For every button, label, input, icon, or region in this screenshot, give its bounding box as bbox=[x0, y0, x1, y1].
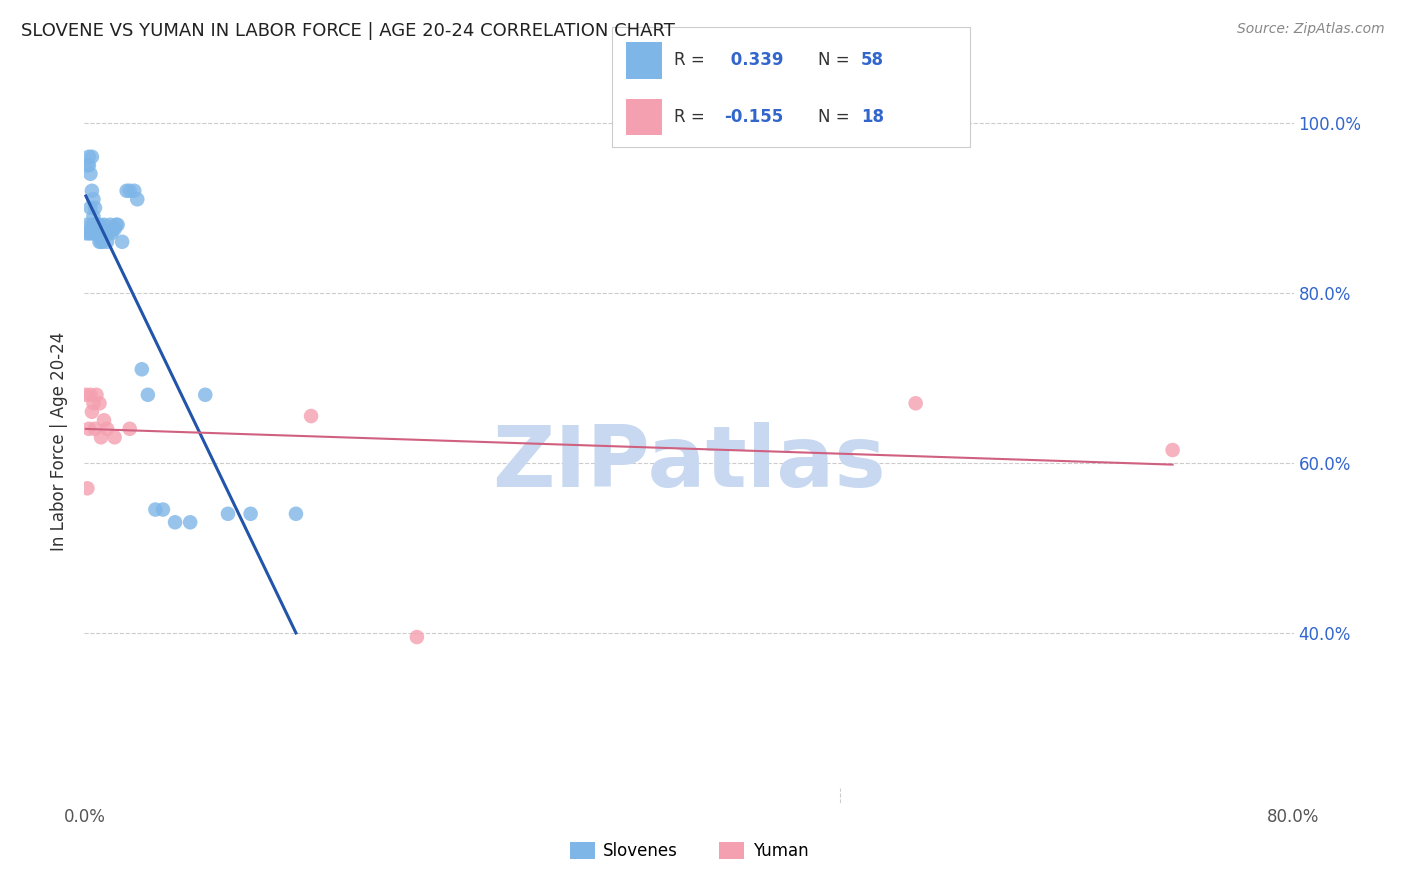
Point bbox=[96, 422, 118, 436]
Text: R =: R = bbox=[675, 108, 710, 126]
Point bbox=[82, 209, 104, 223]
Text: R =: R = bbox=[675, 52, 710, 70]
Point bbox=[131, 362, 153, 376]
Point bbox=[96, 227, 118, 241]
Point bbox=[76, 481, 98, 495]
Point bbox=[80, 405, 103, 419]
Point bbox=[76, 218, 98, 232]
Point bbox=[98, 218, 121, 232]
Point bbox=[152, 502, 174, 516]
Text: 0.339: 0.339 bbox=[724, 52, 783, 70]
Point bbox=[94, 227, 117, 241]
Point bbox=[82, 227, 104, 241]
Point bbox=[86, 218, 108, 232]
Point bbox=[87, 227, 110, 241]
Point bbox=[90, 235, 112, 249]
Point bbox=[84, 218, 107, 232]
Point bbox=[84, 422, 107, 436]
Point bbox=[101, 222, 124, 236]
Text: 58: 58 bbox=[860, 52, 884, 70]
Point bbox=[89, 235, 111, 249]
Point bbox=[97, 227, 120, 241]
Point bbox=[89, 218, 111, 232]
Point bbox=[107, 218, 129, 232]
Point bbox=[115, 184, 138, 198]
Point bbox=[76, 158, 98, 172]
Point bbox=[179, 516, 201, 530]
Point bbox=[77, 422, 100, 436]
Point bbox=[122, 184, 145, 198]
FancyBboxPatch shape bbox=[626, 43, 662, 78]
Point bbox=[104, 430, 127, 444]
Text: ZIPatlas: ZIPatlas bbox=[492, 422, 886, 505]
Point bbox=[89, 396, 111, 410]
Point bbox=[93, 227, 115, 241]
Text: N =: N = bbox=[818, 108, 855, 126]
Text: SLOVENE VS YUMAN IN LABOR FORCE | AGE 20-24 CORRELATION CHART: SLOVENE VS YUMAN IN LABOR FORCE | AGE 20… bbox=[21, 22, 675, 40]
Point bbox=[77, 227, 100, 241]
Point bbox=[75, 388, 97, 402]
Point bbox=[127, 192, 149, 206]
Point bbox=[82, 218, 104, 232]
Point bbox=[1161, 443, 1184, 458]
Point bbox=[82, 192, 104, 206]
Point bbox=[285, 507, 308, 521]
Point bbox=[79, 388, 101, 402]
Text: Source: ZipAtlas.com: Source: ZipAtlas.com bbox=[1237, 22, 1385, 37]
Point bbox=[86, 388, 108, 402]
Point bbox=[904, 396, 927, 410]
Point bbox=[91, 227, 114, 241]
Point bbox=[194, 388, 217, 402]
Point bbox=[118, 184, 141, 198]
Text: 18: 18 bbox=[860, 108, 884, 126]
Point bbox=[77, 150, 100, 164]
Point bbox=[406, 630, 429, 644]
Point bbox=[79, 167, 101, 181]
Text: -0.155: -0.155 bbox=[724, 108, 783, 126]
Point bbox=[111, 235, 134, 249]
Legend: Slovenes, Yuman: Slovenes, Yuman bbox=[562, 835, 815, 867]
Point bbox=[93, 218, 115, 232]
Point bbox=[80, 150, 103, 164]
Point bbox=[82, 396, 104, 410]
Point bbox=[75, 227, 97, 241]
Point bbox=[90, 227, 112, 241]
Point bbox=[77, 158, 100, 172]
Point bbox=[80, 184, 103, 198]
Point bbox=[104, 222, 127, 236]
Text: N =: N = bbox=[818, 52, 855, 70]
Point bbox=[90, 430, 112, 444]
Point bbox=[84, 227, 107, 241]
Point bbox=[84, 201, 107, 215]
Point bbox=[79, 227, 101, 241]
Point bbox=[299, 409, 322, 423]
Point bbox=[79, 201, 101, 215]
Point bbox=[239, 507, 262, 521]
Point bbox=[91, 235, 114, 249]
Point bbox=[87, 218, 110, 232]
Point bbox=[136, 388, 159, 402]
Point bbox=[96, 235, 118, 249]
Point bbox=[100, 227, 122, 241]
Point bbox=[80, 218, 103, 232]
FancyBboxPatch shape bbox=[626, 99, 662, 136]
Point bbox=[217, 507, 239, 521]
Point bbox=[145, 502, 167, 516]
Point bbox=[105, 218, 128, 232]
Point bbox=[165, 516, 187, 530]
Point bbox=[86, 227, 108, 241]
Point bbox=[118, 422, 141, 436]
FancyBboxPatch shape bbox=[612, 27, 970, 147]
Y-axis label: In Labor Force | Age 20-24: In Labor Force | Age 20-24 bbox=[51, 332, 69, 551]
Point bbox=[89, 227, 111, 241]
Point bbox=[86, 227, 108, 241]
Point bbox=[93, 413, 115, 427]
